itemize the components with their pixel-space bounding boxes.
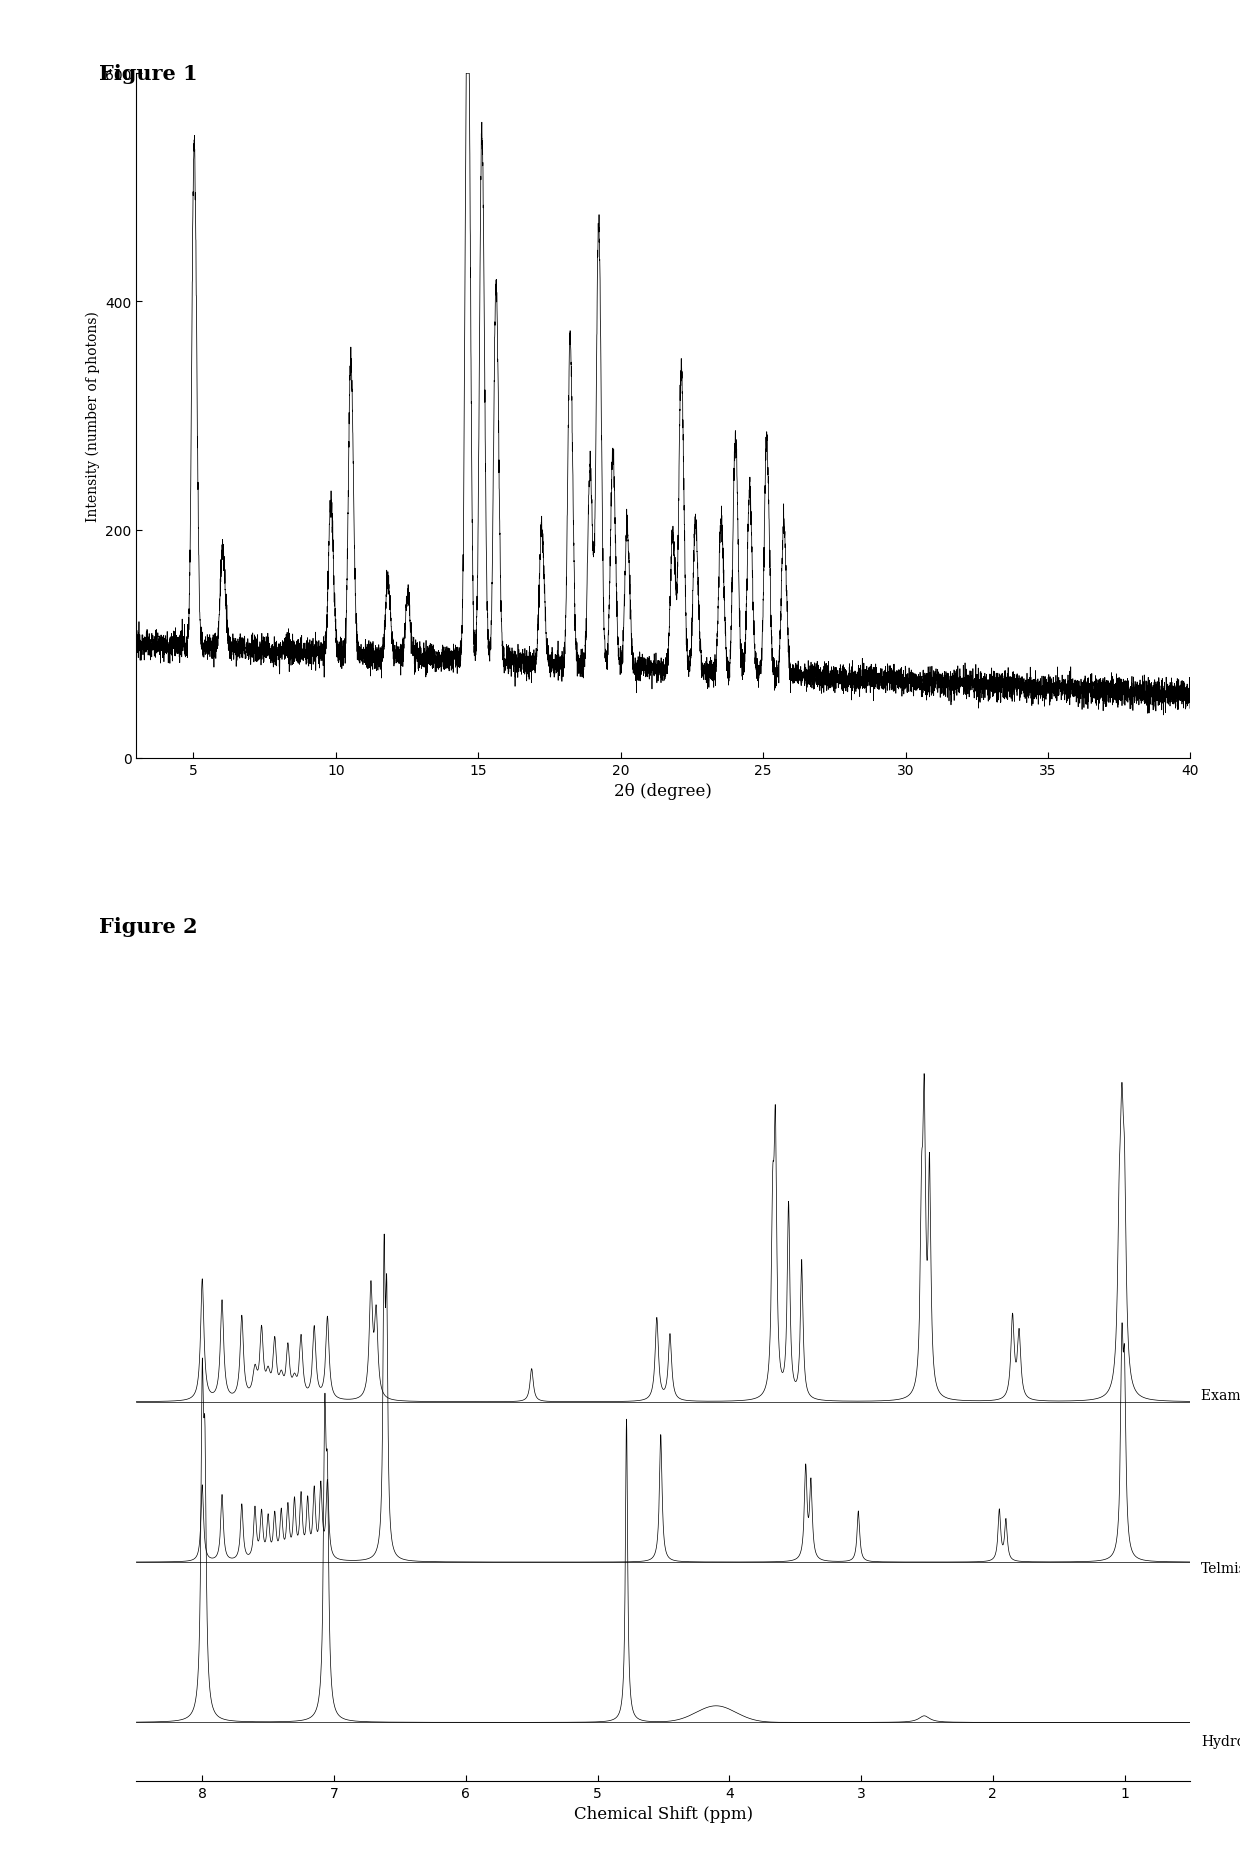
Text: Hydrochlorothiazide: Hydrochlorothiazide: [1200, 1734, 1240, 1749]
Text: Figure 1: Figure 1: [99, 63, 198, 83]
Y-axis label: Intensity (number of photons): Intensity (number of photons): [86, 312, 99, 521]
X-axis label: 2θ (degree): 2θ (degree): [615, 783, 712, 800]
Text: Figure 2: Figure 2: [99, 916, 198, 937]
Text: Telmisartan: Telmisartan: [1200, 1562, 1240, 1575]
X-axis label: Chemical Shift (ppm): Chemical Shift (ppm): [574, 1805, 753, 1822]
Text: Example 1: Example 1: [1200, 1388, 1240, 1402]
